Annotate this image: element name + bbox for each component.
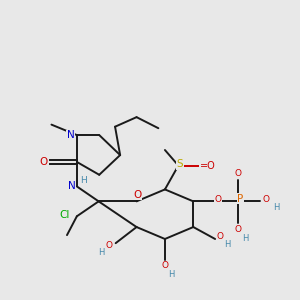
- Text: =O: =O: [200, 160, 215, 170]
- Text: O: O: [235, 225, 242, 234]
- Text: O: O: [263, 195, 270, 204]
- Text: H: H: [168, 270, 174, 279]
- Text: H: H: [224, 240, 231, 249]
- Text: Cl: Cl: [59, 210, 70, 220]
- Text: O: O: [217, 232, 224, 241]
- Text: O: O: [133, 190, 142, 200]
- Text: O: O: [106, 241, 112, 250]
- Text: N: N: [67, 130, 75, 140]
- Text: H: H: [242, 234, 249, 243]
- Text: O: O: [161, 261, 168, 270]
- Text: O: O: [39, 157, 47, 167]
- Text: S: S: [176, 159, 183, 169]
- Text: O: O: [235, 169, 242, 178]
- Text: O: O: [214, 195, 221, 204]
- Text: H: H: [80, 176, 87, 185]
- Text: H: H: [273, 203, 280, 212]
- Text: H: H: [98, 248, 104, 256]
- Text: P: P: [237, 194, 244, 204]
- Text: N: N: [68, 182, 75, 191]
